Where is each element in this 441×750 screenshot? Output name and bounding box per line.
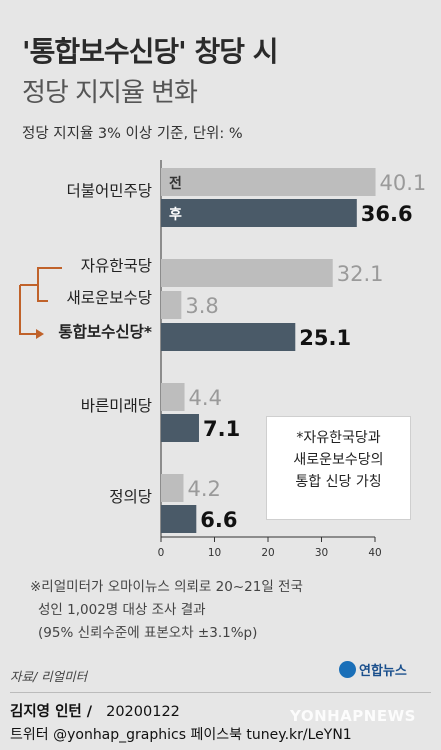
bar-4-before (161, 383, 185, 411)
bar-4-after (161, 414, 199, 442)
yonhap-logo: 연합뉴스 (339, 660, 407, 679)
x-tick-label-2: 20 (261, 547, 274, 559)
data-source: 자료/ 리얼미터 (10, 669, 88, 684)
category-label-2: 새로운보수당 (66, 289, 152, 307)
merger-note-line1: *자유한국당과 (296, 430, 381, 446)
value-label-4-after: 7.1 (203, 417, 240, 441)
bar-2-before (161, 291, 182, 319)
value-label-0-before: 40.1 (380, 171, 427, 195)
survey-note-line3: (95% 신뢰수준에 표본오차 ±3.1%p) (38, 625, 258, 641)
watermark: YONHAPNEWS (290, 707, 416, 725)
merger-note-line3: 통합 신당 가칭 (295, 474, 382, 490)
bar-1-before (161, 259, 333, 287)
merge-arrow-line (19, 285, 36, 335)
survey-note: ※리얼미터가 오마이뉴스 의뢰로 20~21일 전국 성인 1,002명 대상 … (30, 576, 303, 645)
chart-title: '통합보수신당' 창당 시 (22, 35, 278, 68)
value-label-1-before: 32.1 (337, 262, 384, 286)
value-label-3-after: 25.1 (299, 326, 351, 350)
bar-0-after (161, 199, 357, 227)
footer-divider (10, 692, 431, 693)
value-label-2-before: 3.8 (185, 294, 218, 318)
yonhap-logo-text: 연합뉴스 (359, 664, 407, 679)
chart-subtitle: 정당 지지율 변화 (22, 78, 198, 108)
value-label-4-before: 4.4 (189, 386, 222, 410)
merger-note-line2: 새로운보수당의 (293, 452, 384, 468)
bar-3-after (161, 323, 296, 351)
legend-label-before: 전 (169, 175, 182, 192)
byline: 김지영 인턴 / 20200122 (10, 700, 180, 721)
x-tick-label-0: 0 (158, 547, 165, 559)
value-label-5-before: 4.2 (187, 477, 220, 501)
x-tick-label-3: 30 (315, 547, 328, 559)
value-label-5-after: 6.6 (200, 508, 237, 532)
category-label-5: 정의당 (109, 488, 152, 506)
survey-note-line2: 성인 1,002명 대상 조사 결과 (38, 602, 206, 618)
merger-note-box: *자유한국당과 새로운보수당의 통합 신당 가칭 (266, 416, 411, 520)
bar-5-after (161, 505, 197, 533)
yonhap-logo-icon (339, 661, 356, 678)
bar-5-before (161, 474, 184, 502)
merge-bracket-line (37, 267, 62, 302)
value-label-0-after: 36.6 (361, 202, 413, 226)
survey-note-line1: ※리얼미터가 오마이뉴스 의뢰로 20~21일 전국 (30, 579, 303, 595)
category-label-3: 통합보수신당* (58, 323, 152, 341)
x-tick-label-4: 40 (368, 547, 381, 559)
category-label-1: 자유한국당 (81, 257, 152, 275)
author: 김지영 인턴 / (10, 704, 93, 720)
merge-arrow-head (36, 329, 44, 339)
category-label-0: 더불어민주당 (66, 182, 152, 200)
legend-label-after: 후 (169, 207, 182, 223)
social-links: 트위터 @yonhap_graphics 페이스북 tuney.kr/LeYN1 (10, 727, 352, 743)
unit-note: 정당 지지율 3% 이상 기준, 단위: % (22, 126, 243, 142)
category-label-4: 바른미래당 (81, 397, 152, 415)
bar-0-before (161, 168, 376, 196)
x-tick-label-1: 10 (208, 547, 221, 559)
publish-date: 20200122 (106, 704, 180, 720)
